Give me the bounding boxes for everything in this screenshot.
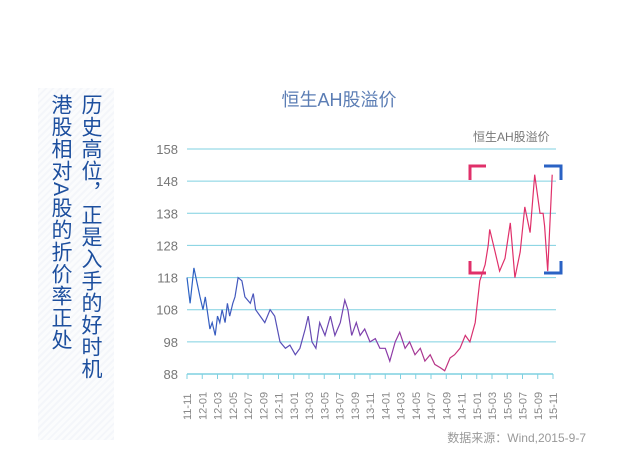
x-tick-label: 12-09 (258, 392, 270, 420)
headline-line-2: 港股相对A股的折价率正处 (49, 94, 72, 352)
highlight-bracket-bottom-left (468, 261, 486, 275)
chart-title: 恒生AH股溢价 (281, 90, 397, 110)
x-tick-label: 14-11 (457, 393, 469, 420)
highlight-bracket-top-left (468, 164, 486, 180)
x-tick-label: 12-05 (228, 392, 240, 420)
headline-line-1: 历史高位，正是入手的好时机 (79, 94, 102, 380)
source-note: 数据来源：Wind,2015-9-7 (447, 431, 586, 445)
x-tick-label: 15-09 (533, 392, 545, 420)
x-tick-label: 14-09 (441, 392, 453, 420)
x-tick-label: 15-11 (548, 393, 560, 420)
x-tick-label: 14-03 (396, 392, 408, 420)
x-tick-label: 13-11 (365, 393, 377, 420)
x-tick-label: 12-07 (243, 392, 255, 420)
y-tick-label: 108 (156, 303, 178, 318)
y-tick-label: 158 (156, 142, 178, 157)
x-tick-label: 13-05 (319, 392, 331, 420)
y-tick-label: 128 (156, 238, 178, 253)
legend-label: 恒生AH股溢价 (473, 130, 550, 144)
x-tick-label: 15-03 (487, 392, 499, 420)
x-tick-label: 14-01 (380, 392, 392, 420)
headline-panel: 历史高位，正是入手的好时机 港股相对A股的折价率正处 (38, 88, 114, 440)
y-tick-label: 138 (156, 206, 178, 221)
highlight-bracket-bottom-right (544, 261, 563, 275)
x-tick-label: 13-09 (350, 392, 362, 420)
x-tick-label: 13-03 (304, 392, 316, 420)
y-tick-label: 98 (164, 335, 178, 350)
x-tick-label: 15-05 (502, 392, 514, 420)
x-tick-label: 12-03 (213, 392, 225, 420)
y-tick-label: 118 (157, 271, 178, 286)
x-tick-label: 14-05 (411, 392, 423, 420)
x-tick-label: 15-01 (472, 392, 484, 420)
y-tick-label: 88 (164, 367, 178, 382)
x-tick-label: 15-07 (518, 392, 530, 420)
x-tick-label: 13-01 (289, 392, 301, 420)
series-line (186, 174, 553, 372)
x-tick-label: 11-11 (182, 393, 194, 420)
x-tick-label: 14-07 (426, 392, 438, 420)
x-tick-label: 12-11 (274, 393, 286, 420)
highlight-bracket-top-right (544, 164, 563, 180)
y-tick-label: 148 (156, 174, 178, 189)
x-tick-label: 12-01 (197, 392, 209, 420)
x-tick-label: 13-07 (335, 392, 347, 420)
